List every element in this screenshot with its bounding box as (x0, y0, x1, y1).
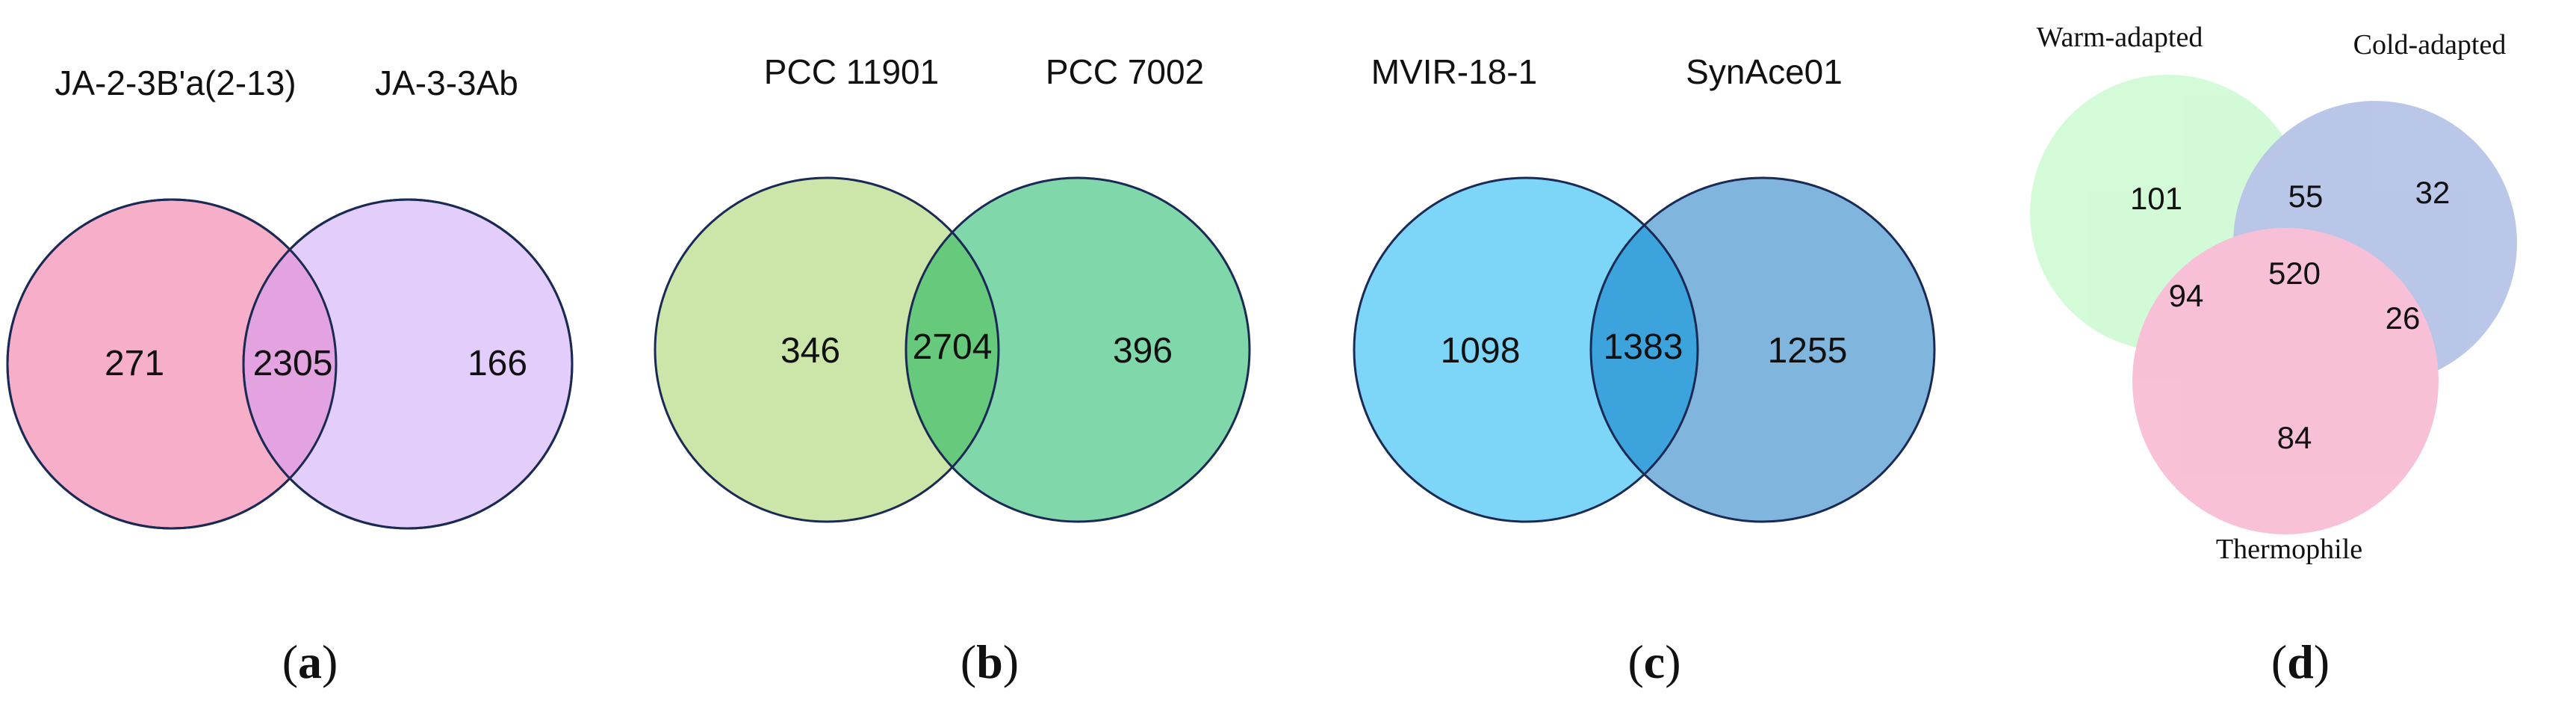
venn-d-count-warm-only: 101 (2130, 181, 2182, 216)
venn-panel-a: JA-2-3B'a(2-13) JA-3-3Ab 271 2305 166 (a… (6, 64, 574, 688)
venn-d-count-warm-cold: 55 (2288, 179, 2324, 214)
venn-d-count-thermo-only: 84 (2277, 420, 2312, 455)
venn-d-set-label-warm: Warm-adapted (2037, 22, 2203, 53)
venn-c-set-label-left: MVIR-18-1 (1371, 52, 1537, 91)
venn-a-count-overlap: 2305 (253, 344, 333, 383)
venn-b-set-label-right: PCC 7002 (1046, 52, 1204, 91)
panel-caption-c: (c) (1627, 635, 1680, 688)
venn-d-count-cold-thermo: 26 (2386, 300, 2421, 336)
venn-a-set-label-right: JA-3-3Ab (375, 64, 518, 102)
venn-c-count-right-only: 1255 (1768, 331, 1848, 371)
venn-b-count-left-only: 346 (780, 331, 840, 371)
venn-d-count-all-three: 520 (2268, 256, 2321, 291)
venn-a-set-label-left: JA-2-3B'a(2-13) (55, 64, 296, 102)
venn-a-count-right-only: 166 (468, 344, 527, 383)
venn-a-count-left-only: 271 (105, 344, 164, 383)
panel-caption-d: (d) (2271, 635, 2330, 688)
panel-caption-a: (a) (282, 635, 338, 688)
venn-c-count-overlap: 1383 (1604, 327, 1683, 367)
venn-b-set-label-left: PCC 11901 (764, 52, 939, 91)
venn-c-count-left-only: 1098 (1441, 331, 1521, 371)
venn-b-count-right-only: 396 (1113, 331, 1173, 371)
panel-caption-b: (b) (960, 635, 1019, 688)
venn-b-set-right-circle (906, 178, 1250, 522)
venn-d-set-label-cold: Cold-adapted (2353, 29, 2507, 61)
venn-d-set-label-thermo: Thermophile (2216, 534, 2362, 565)
venn-b-set-left-circle (655, 178, 999, 522)
venn-d-count-warm-thermo: 94 (2169, 278, 2204, 313)
venn-c-set-left-circle (1354, 178, 1698, 522)
venn-panel-c: MVIR-18-1 SynAce01 1098 1383 1255 (c) (1353, 52, 1936, 688)
venn-panel-b: PCC 11901 PCC 7002 346 2704 396 (b) (654, 52, 1251, 688)
venn-c-set-right-circle (1591, 178, 1934, 522)
venn-b-count-overlap: 2704 (913, 327, 993, 367)
venn-panel-d: Warm-adapted Cold-adapted Thermophile 10… (2030, 22, 2517, 688)
venn-c-set-label-right: SynAce01 (1686, 52, 1843, 91)
venn-d-count-cold-only: 32 (2415, 175, 2451, 210)
venn-d-thermo-circle (2132, 228, 2439, 534)
